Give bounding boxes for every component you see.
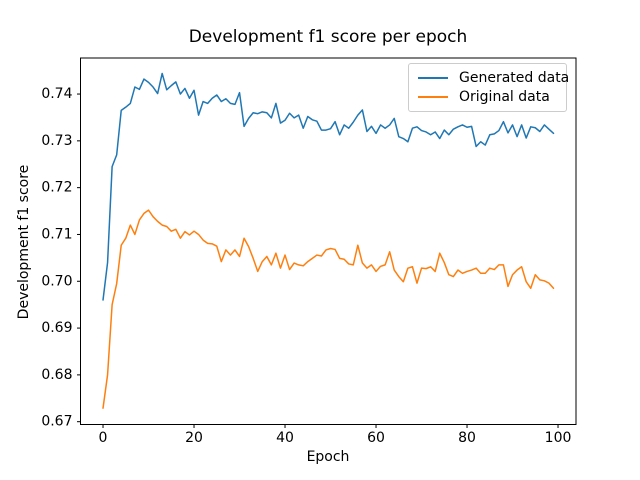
y-tick-label: 0.68	[41, 367, 72, 383]
legend-line-generated-data-icon	[418, 77, 448, 80]
y-tick-label: 0.70	[41, 273, 72, 289]
legend: Generated data Original data	[408, 63, 569, 112]
x-axis-label: Epoch	[306, 449, 350, 465]
x-tick-label: 40	[276, 430, 294, 446]
y-tick-label: 0.72	[41, 180, 72, 196]
x-tick-label: 0	[99, 430, 108, 446]
x-tick-label: 20	[185, 430, 203, 446]
legend-label-original-data: Original data	[459, 88, 550, 105]
y-axis-label: Development f1 score	[16, 164, 32, 320]
legend-line-original-data-icon	[418, 95, 448, 98]
legend-label-generated-data: Generated data	[459, 70, 570, 87]
x-tick-label: 100	[545, 430, 572, 446]
x-tick-label: 80	[458, 430, 476, 446]
y-tick-label: 0.71	[41, 226, 72, 242]
axes-spines	[80, 57, 577, 425]
legend-item-generated-data: Generated data	[418, 70, 569, 86]
y-tick-label: 0.69	[41, 320, 72, 336]
series-line-generated-data	[102, 72, 555, 301]
series-line-original-data	[102, 209, 555, 409]
x-tick-label: 60	[367, 430, 385, 446]
chart-title: Development f1 score per epoch	[188, 27, 468, 47]
y-tick-label: 0.74	[41, 86, 72, 102]
y-tick-label: 0.73	[41, 133, 72, 149]
legend-item-original-data: Original data	[418, 89, 557, 105]
y-tick-label: 0.67	[41, 414, 72, 430]
